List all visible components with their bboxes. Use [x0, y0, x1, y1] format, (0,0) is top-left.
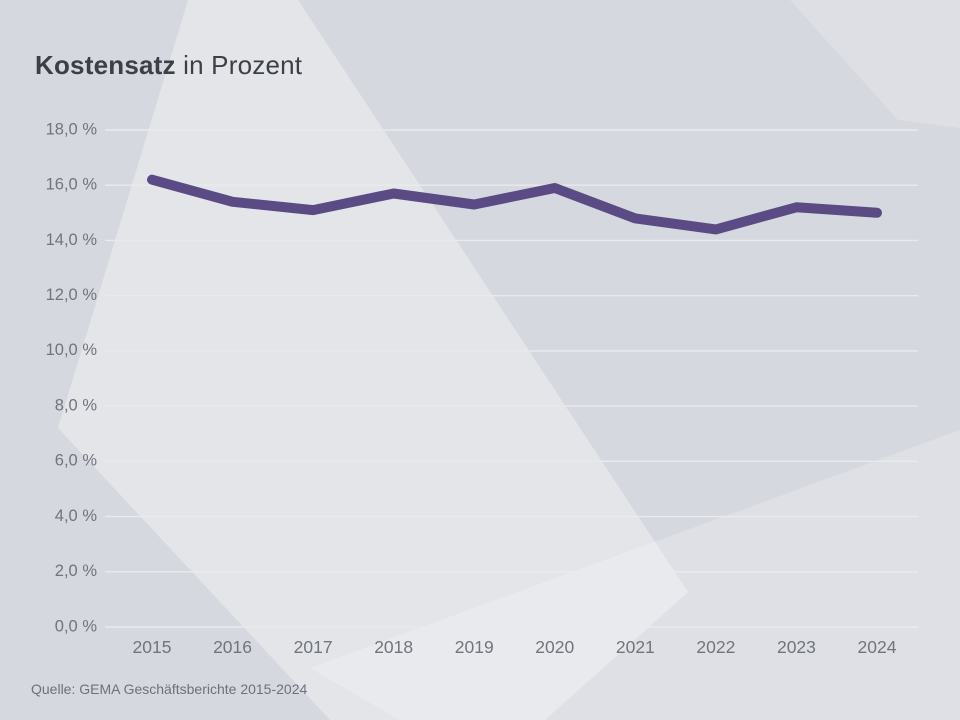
x-axis-tick-label: 2016: [213, 637, 252, 657]
x-axis-tick-label: 2017: [294, 637, 333, 657]
y-axis-tick-label: 0,0 %: [55, 617, 98, 635]
x-axis-tick-label: 2015: [133, 637, 172, 657]
x-axis-tick-label: 2024: [858, 637, 897, 657]
chart-title: Kostensatz in Prozent: [35, 50, 302, 81]
chart-title-suffix: in Prozent: [175, 50, 303, 80]
y-axis-tick-label: 10,0 %: [46, 341, 98, 359]
y-axis-tick-label: 6,0 %: [55, 452, 98, 470]
x-axis-tick-label: 2021: [616, 637, 655, 657]
chart-title-emphasis: Kostensatz: [35, 50, 176, 80]
y-axis-tick-label: 12,0 %: [46, 286, 98, 304]
y-axis-tick-label: 14,0 %: [46, 231, 98, 249]
x-axis-tick-label: 2019: [455, 637, 494, 657]
y-axis-tick-label: 4,0 %: [55, 507, 98, 525]
x-axis-tick-label: 2018: [374, 637, 413, 657]
x-axis-tick-label: 2022: [696, 637, 735, 657]
x-axis-tick-label: 2020: [535, 637, 574, 657]
y-axis-tick-label: 8,0 %: [55, 396, 98, 414]
y-axis-tick-label: 18,0 %: [46, 120, 98, 138]
y-axis-tick-label: 16,0 %: [46, 176, 98, 194]
x-axis-tick-label: 2023: [777, 637, 816, 657]
kostensatz-data-line: [147, 174, 882, 235]
source-note: Quelle: GEMA Geschäftsberichte 2015-2024: [31, 681, 308, 697]
y-axis-tick-label: 2,0 %: [55, 562, 98, 580]
